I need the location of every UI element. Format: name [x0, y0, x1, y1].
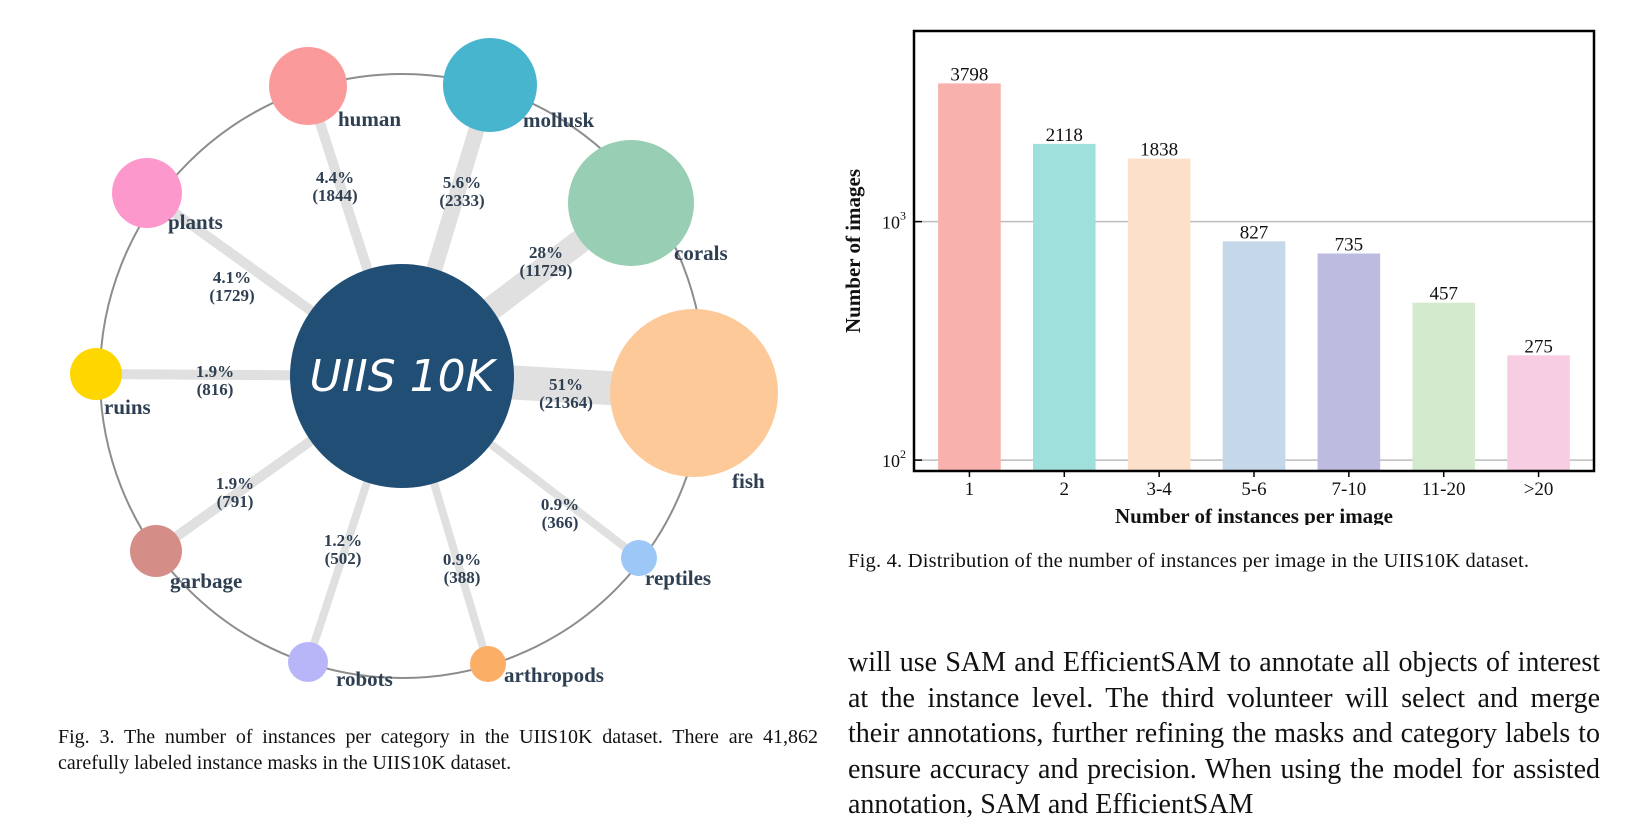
count-ruins: (816): [197, 380, 234, 399]
count-reptiles: (366): [542, 513, 579, 532]
count-human: (1844): [312, 186, 357, 205]
node-arthropods: [470, 646, 506, 682]
pct-mollusk: 5.6%: [443, 173, 481, 192]
bar-2: [1032, 143, 1096, 471]
bar-7-10: [1317, 253, 1381, 471]
node-fish: [610, 309, 778, 477]
bar-value-label: 2118: [1046, 125, 1083, 146]
x-tick-labels: 1 2 3-4 5-6 7-10 11-20 >20: [965, 471, 1554, 500]
label-human: human: [338, 107, 401, 131]
body-paragraph: will use SAM and EfficientSAM to annotat…: [848, 645, 1600, 823]
pct-reptiles: 0.9%: [541, 495, 579, 514]
bar-value-label: 827: [1240, 222, 1269, 243]
pct-arthropods: 0.9%: [443, 550, 481, 569]
label-arthropods: arthropods: [504, 663, 604, 687]
center-label: UIIS 10K: [310, 351, 498, 402]
node-garbage: [130, 525, 182, 577]
center-circle: [290, 264, 514, 488]
pct-corals: 28%: [529, 243, 563, 262]
node-mollusk: [443, 38, 537, 132]
node-robots: [288, 642, 328, 682]
count-mollusk: (2333): [439, 191, 484, 210]
x-tick-label: 3-4: [1146, 479, 1172, 500]
bar-value-label: 735: [1335, 235, 1364, 256]
label-robots: robots: [336, 667, 393, 691]
x-tick-label: 5-6: [1241, 479, 1266, 500]
label-mollusk: mollusk: [523, 108, 595, 132]
label-garbage: garbage: [170, 569, 242, 593]
node-ruins: [70, 348, 122, 400]
y-axis-label: Number of images: [841, 169, 865, 333]
label-plants: plants: [168, 210, 223, 234]
count-robots: (502): [325, 549, 362, 568]
pct-human: 4.4%: [316, 168, 354, 187]
bars: [938, 83, 1570, 471]
count-fish: (21364): [539, 393, 593, 412]
category-nodes: [70, 38, 778, 682]
bar-11-20: [1412, 302, 1476, 471]
x-axis-label: Number of instances per image: [1115, 504, 1393, 525]
x-tick-label: 7-10: [1331, 479, 1366, 500]
pct-garbage: 1.9%: [216, 474, 254, 493]
node-plants: [112, 158, 182, 228]
y-tick-labels: 102 103: [882, 209, 906, 471]
node-reptiles: [621, 540, 657, 576]
instances-bar-chart: 3798 2118 1838 827 735 457 275 1 2 3-4 5-6 7-10 11-…: [841, 29, 1596, 525]
count-arthropods: (388): [444, 568, 481, 587]
count-corals: (11729): [520, 261, 573, 280]
x-tick-label: 1: [965, 479, 975, 500]
category-radial-diagram: UIIS 10K human mollusk corals fish reptiles a…: [70, 38, 778, 691]
label-corals: corals: [674, 241, 728, 265]
bar->20: [1507, 355, 1570, 471]
pct-robots: 1.2%: [324, 531, 362, 550]
y-tick-label: 103: [882, 209, 906, 233]
category-labels: human mollusk corals fish reptiles arthropods…: [104, 107, 765, 691]
node-corals: [568, 140, 694, 266]
bar-3-4: [1127, 158, 1191, 471]
category-percentages: 4.4%(1844) 5.6%(2333) 28%(11729) 51%(21364)…: [196, 168, 593, 587]
pct-plants: 4.1%: [213, 268, 251, 287]
count-plants: (1729): [209, 286, 254, 305]
label-ruins: ruins: [104, 395, 151, 419]
pct-fish: 51%: [549, 375, 583, 394]
bar-value-label: 1838: [1140, 140, 1178, 161]
figure-3-caption: Fig. 3. The number of instances per cate…: [58, 726, 818, 774]
bar-value-label: 275: [1524, 336, 1553, 357]
center-node: UIIS 10K: [290, 264, 514, 488]
bar-5-6: [1222, 241, 1286, 471]
bar-value-label: 457: [1429, 284, 1458, 305]
bar-value-labels: 3798 2118 1838 827 735 457 275: [950, 64, 1552, 357]
bar-1: [938, 83, 1001, 471]
count-garbage: (791): [217, 492, 254, 511]
y-tick-label: 102: [882, 447, 906, 471]
figure-4-caption: Fig. 4. Distribution of the number of in…: [848, 550, 1530, 572]
paragraph-text: will use SAM and EfficientSAM to annotat…: [848, 647, 1600, 820]
pct-ruins: 1.9%: [196, 362, 234, 381]
bar-value-label: 3798: [950, 64, 988, 85]
label-reptiles: reptiles: [645, 566, 711, 590]
label-fish: fish: [732, 469, 765, 493]
x-tick-label: 2: [1060, 479, 1070, 500]
node-human: [269, 47, 347, 125]
x-tick-label: >20: [1524, 479, 1554, 500]
x-tick-label: 11-20: [1422, 479, 1466, 500]
